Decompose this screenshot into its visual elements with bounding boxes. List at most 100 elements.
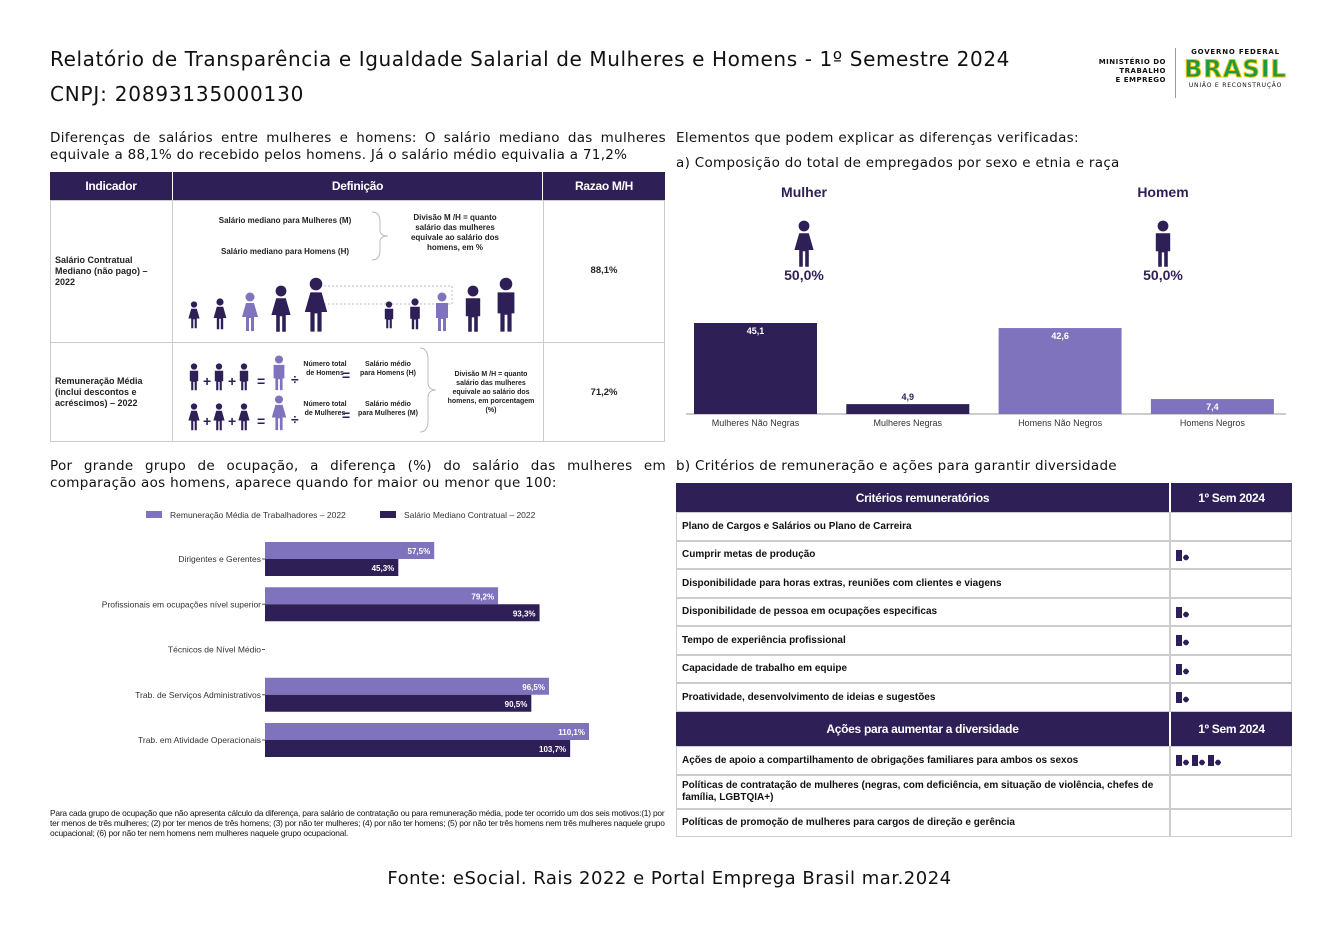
legend-label: Salário Mediano Contratual – 2022 <box>404 510 536 520</box>
gov-label: GOVERNO FEDERAL <box>1191 48 1280 56</box>
value-label: 93,3% <box>513 609 536 618</box>
criterion: Disponibilidade de pessoa em ocupações e… <box>676 598 1170 626</box>
icon <box>1176 606 1189 618</box>
svg-text:+: + <box>203 373 211 389</box>
value-label: 110,1% <box>558 728 585 737</box>
criterion: Plano de Cargos e Salários ou Plano de C… <box>676 512 1170 541</box>
value-label: 45,1 <box>747 326 765 336</box>
icon <box>1176 549 1189 561</box>
value-label: 7,4 <box>1206 402 1219 412</box>
svg-text:+: + <box>228 373 236 389</box>
value-label: 4,9 <box>902 392 915 402</box>
bar <box>998 328 1122 414</box>
category-label: Dirigentes e Gerentes <box>178 554 261 564</box>
definition: Divisão M /H = quanto salário das mulher… <box>447 371 535 414</box>
definition: Número total de Mulheres <box>303 401 347 417</box>
ministry-logo: MINISTÉRIO DO TRABALHO E EMPREGO <box>1088 58 1166 85</box>
action: Ações de apoio a compartilhamento de obr… <box>676 746 1170 775</box>
category-label: Trab. em Atividade Operacionais <box>138 735 261 745</box>
table-header: 1º Sem 2024 <box>1171 483 1292 512</box>
table-header: Definição <box>173 172 542 200</box>
definition: Salário mediano para Mulheres (M) <box>218 216 352 225</box>
woman-icon <box>794 220 814 267</box>
criterion: Cumprir metas de produção <box>676 541 1170 569</box>
definition: Salário médio para Mulheres (M) <box>358 401 418 417</box>
ministry-line: TRABALHO <box>1119 67 1166 75</box>
category-label: Homens Negros <box>1180 418 1246 428</box>
value-label: 42,6 <box>1051 331 1069 341</box>
criterion: Proatividade, desenvolvimento de ideias … <box>676 683 1170 712</box>
footnote: Para cada grupo de ocupação que não apre… <box>50 808 665 838</box>
status <box>1170 541 1292 569</box>
svg-text:=: = <box>257 413 265 429</box>
gap <box>1169 712 1171 746</box>
section-heading: b) Critérios de remuneração e ações para… <box>676 458 1117 474</box>
svg-text:=: = <box>342 367 350 383</box>
row: Disponibilidade para horas extras, reuni… <box>676 569 1292 598</box>
status <box>1170 569 1292 598</box>
status <box>1170 809 1292 837</box>
ministry-line: MINISTÉRIO DO <box>1098 58 1166 66</box>
svg-text:=: = <box>257 373 265 389</box>
motto: UNIÃO E RECONSTRUÇÃO <box>1188 82 1283 89</box>
bar <box>265 740 571 757</box>
bar <box>265 694 532 712</box>
value-label: 79,2% <box>471 592 494 601</box>
bar <box>265 559 399 576</box>
category-label: Profissionais em ocupações nível superio… <box>102 599 261 609</box>
status <box>1170 598 1292 626</box>
status <box>1170 683 1292 712</box>
group-label: Homem <box>1137 184 1189 200</box>
row: Tempo de experiência profissional <box>676 626 1292 655</box>
row: Ações de apoio a compartilhamento de obr… <box>676 746 1292 775</box>
divider <box>1175 48 1176 98</box>
category-label: Técnicos de Nível Médio <box>168 645 261 655</box>
criterion: Tempo de experiência profissional <box>676 626 1170 655</box>
occupation-text: Por grande grupo de ocupação, a diferenç… <box>50 458 666 491</box>
category-label: Mulheres Não Negras <box>712 418 800 428</box>
value-label: 90,5% <box>505 700 528 709</box>
bar <box>846 404 970 414</box>
action: Políticas de contratação de mulheres (ne… <box>676 775 1170 809</box>
section-title: Elementos que podem explicar as diferenç… <box>676 130 1079 146</box>
gov-logo: GOVERNO FEDERAL BRASIL UNIÃO E RECONSTRU… <box>1183 48 1288 89</box>
status <box>1170 512 1292 541</box>
svg-text:÷: ÷ <box>291 411 299 427</box>
category-label: Mulheres Negras <box>874 418 943 428</box>
group-share: 50,0% <box>1143 267 1183 283</box>
icon <box>1176 663 1189 675</box>
legend-swatch <box>380 511 396 518</box>
value-label: 96,5% <box>522 683 545 692</box>
bar <box>265 723 589 740</box>
value-label: 45,3% <box>372 564 395 573</box>
definition: Divisão M /H = quanto salário das mulher… <box>410 213 500 252</box>
row: Ações para aumentar a diversidade 1º Sem… <box>676 712 1292 746</box>
bar <box>694 323 817 414</box>
table-header: 1º Sem 2024 <box>1171 712 1292 746</box>
icon <box>1208 755 1221 766</box>
icon <box>1192 755 1205 766</box>
status <box>1170 775 1292 809</box>
bar <box>265 542 435 559</box>
gap <box>1169 483 1171 512</box>
definition: Salário médio para Homens (H) <box>359 361 416 377</box>
table-header: Indicador <box>50 172 172 200</box>
bar <box>1150 399 1274 414</box>
value-label: 103,7% <box>539 745 566 754</box>
composition-chart: 45,1 Mulheres Não Negras 4,9 Mulheres Negra… <box>686 323 1286 428</box>
indicator: Remuneração Média (inclui descontos e ac… <box>55 376 143 408</box>
action: Políticas de promoção de mulheres para c… <box>676 809 1170 837</box>
ratio: 71,2% <box>590 387 618 398</box>
connector <box>311 285 453 305</box>
group-label: Mulher <box>781 184 827 200</box>
criteria-table: Critérios remuneratórios 1º Sem 2024 Pla… <box>676 483 1292 837</box>
row: Disponibilidade de pessoa em ocupações e… <box>676 598 1292 626</box>
criterion: Capacidade de trabalho em equipe <box>676 655 1170 683</box>
women <box>188 277 328 332</box>
cell <box>543 342 665 442</box>
icon <box>1176 692 1189 703</box>
bar <box>265 677 549 695</box>
definition: Salário mediano para Homens (H) <box>220 247 350 256</box>
status <box>1170 655 1292 683</box>
bar <box>265 604 540 622</box>
